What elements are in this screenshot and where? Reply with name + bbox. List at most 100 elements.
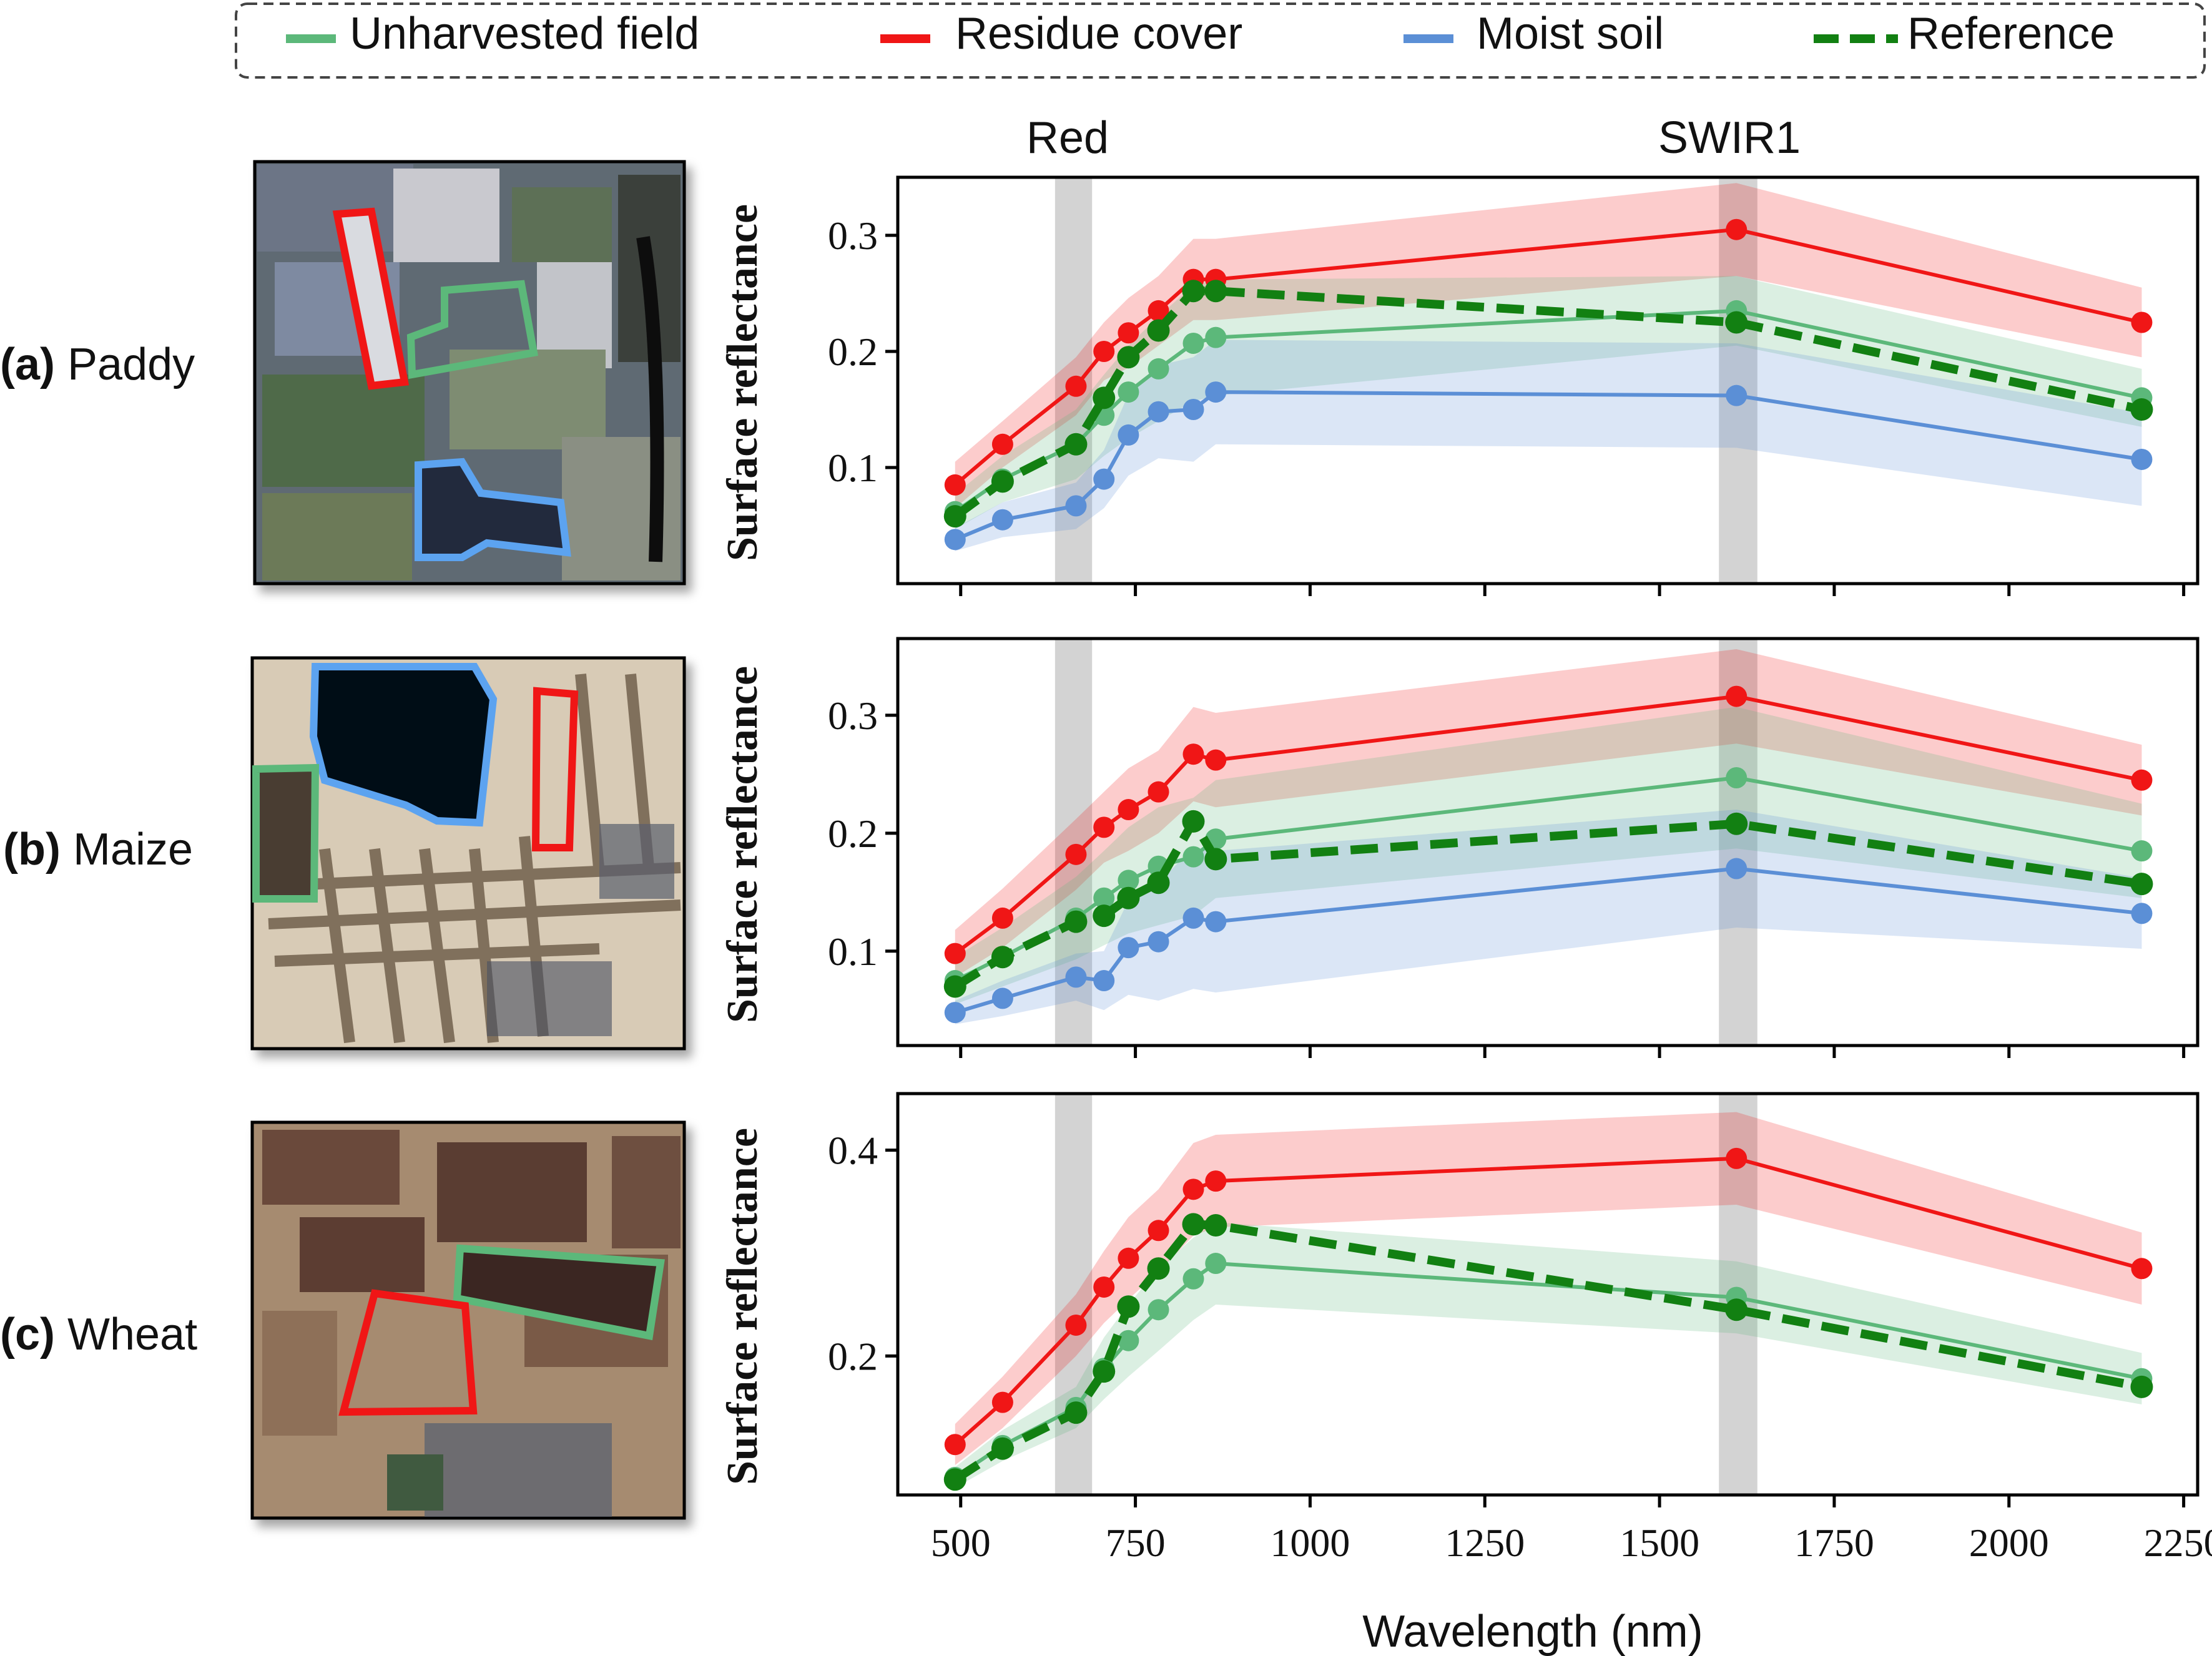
series-line-residue-cover-wheat — [953, 1156, 2143, 1446]
data-point-residue-cover-wheat — [1148, 1220, 1169, 1242]
data-point-unharvested-field-paddy — [1205, 326, 1227, 348]
x-tick-label: 1000 — [1270, 1521, 1350, 1565]
data-point-reference-maize — [1204, 848, 1227, 871]
svg-text:(c)Wheat: (c) Wheat — [0, 1310, 197, 1360]
data-point-moist-soil-maize — [1065, 966, 1087, 988]
data-point-reference-maize — [943, 975, 966, 998]
y-tick-label-paddy: 0.2 — [828, 330, 878, 374]
y-tick-label-maize: 0.1 — [828, 929, 878, 974]
data-point-moist-soil-maize — [1205, 911, 1227, 933]
data-point-moist-soil-maize — [2131, 903, 2153, 924]
plot-panel-maize: 0.1 0.2 0.3 — [828, 637, 2200, 1058]
panel-letter-c: (c) — [0, 1310, 55, 1360]
panel-letter-a: (a) — [0, 340, 55, 390]
data-point-residue-cover-paddy — [1148, 300, 1169, 321]
series-line-reference-paddy — [952, 287, 2143, 520]
x-tick-label: 1250 — [1445, 1521, 1525, 1565]
data-point-reference-wheat — [943, 1468, 966, 1491]
uncertainty-band-unharvested-field-maize — [955, 707, 2142, 1004]
data-point-reference-maize — [1147, 871, 1170, 894]
x-tick-label: 1500 — [1620, 1521, 1699, 1565]
data-point-reference-paddy — [1725, 311, 1748, 334]
data-point-unharvested-field-wheat — [1148, 1299, 1169, 1321]
series-line-residue-cover-maize — [953, 694, 2143, 955]
data-point-reference-maize — [1117, 886, 1140, 909]
x-axis: 500 750 1000 1250 1500 1750 2000 2250 — [931, 1521, 2212, 1565]
plot-panel-wheat: 0.2 0.4 — [828, 1092, 2200, 1507]
legend-label-residue: Residue cover — [955, 9, 1242, 59]
data-point-unharvested-field-maize — [1093, 887, 1115, 909]
data-point-moist-soil-paddy — [1205, 381, 1227, 403]
band-label-swir1: SWIR1 — [1658, 113, 1801, 163]
roi-residue-maize — [531, 687, 579, 851]
data-point-moist-soil-paddy — [991, 509, 1013, 531]
legend: Unharvested field Residue cover Moist so… — [235, 2, 2206, 79]
data-point-reference-wheat — [1064, 1401, 1088, 1424]
roi-residue-wheat — [338, 1289, 478, 1416]
data-point-moist-soil-paddy — [1182, 399, 1204, 420]
panel-name-b: Maize — [73, 825, 193, 875]
data-point-reference-paddy — [943, 505, 966, 528]
data-point-moist-soil-maize — [1726, 858, 1747, 879]
data-point-residue-cover-maize — [1148, 781, 1169, 803]
y-tick-label-maize: 0.3 — [828, 693, 878, 738]
uncertainty-band-residue-cover-maize — [955, 649, 2142, 977]
data-point-residue-cover-paddy — [991, 433, 1013, 455]
plot-frame-paddy — [896, 175, 2200, 585]
plot-frame-wheat — [896, 1092, 2200, 1497]
data-point-residue-cover-wheat — [944, 1434, 966, 1456]
data-point-residue-cover-wheat — [1205, 1170, 1227, 1192]
data-point-moist-soil-maize — [1118, 937, 1139, 959]
panel-name-a: Paddy — [67, 340, 195, 390]
data-point-moist-soil-maize — [991, 987, 1013, 1009]
legend-frame — [235, 2, 2206, 79]
x-axis-label: Wavelength (nm) — [1362, 1607, 1703, 1656]
data-point-residue-cover-maize — [944, 943, 966, 964]
data-point-moist-soil-maize — [1093, 970, 1115, 992]
uncertainty-band-unharvested-field-paddy — [955, 276, 2142, 529]
data-point-residue-cover-paddy — [1065, 375, 1087, 397]
data-point-reference-paddy — [1147, 319, 1170, 342]
data-point-moist-soil-paddy — [2131, 448, 2153, 470]
data-point-reference-paddy — [1064, 433, 1088, 456]
y-tick-label-paddy: 0.3 — [828, 213, 878, 258]
data-point-reference-maize — [1064, 910, 1088, 933]
x-tick-label: 1750 — [1794, 1521, 1874, 1565]
data-point-residue-cover-maize — [2131, 769, 2153, 791]
plot-panel-paddy: 0.1 0.2 0.3 — [828, 175, 2200, 596]
data-point-reference-wheat — [1147, 1257, 1170, 1280]
data-point-unharvested-field-paddy — [1118, 381, 1139, 403]
data-point-unharvested-field-maize — [1118, 870, 1139, 891]
uncertainty-band-moist-soil-maize — [955, 810, 2142, 1024]
y-axis-label-b: Surface reflectance — [719, 666, 767, 1023]
data-point-unharvested-field-maize — [1726, 767, 1747, 789]
data-point-residue-cover-wheat — [2131, 1258, 2153, 1280]
data-point-residue-cover-maize — [1205, 749, 1227, 771]
legend-label-unharvested: Unharvested field — [350, 9, 699, 59]
y-tick-label-paddy: 0.1 — [828, 446, 878, 490]
data-point-residue-cover-wheat — [1118, 1247, 1139, 1269]
plot-frame-maize — [896, 637, 2200, 1047]
data-point-reference-wheat — [1117, 1295, 1140, 1318]
data-point-unharvested-field-wheat — [1182, 1268, 1204, 1290]
y-axis-label-a: Surface reflectance — [719, 204, 767, 561]
band-shade-swir1-paddy — [1719, 177, 1757, 584]
roi-residue-paddy — [332, 207, 410, 390]
data-point-residue-cover-maize — [991, 907, 1013, 929]
data-point-reference-wheat — [1725, 1298, 1748, 1321]
y-tick-label-wheat: 0.4 — [828, 1129, 878, 1173]
data-point-reference-paddy — [2130, 398, 2153, 421]
data-point-reference-wheat — [1204, 1214, 1227, 1237]
data-point-reference-maize — [1725, 812, 1748, 835]
data-point-reference-maize — [1182, 810, 1205, 833]
data-point-reference-paddy — [1093, 386, 1116, 409]
data-point-residue-cover-maize — [1065, 843, 1087, 865]
series-line-moist-soil-paddy — [954, 390, 2142, 542]
data-point-residue-cover-wheat — [1726, 1147, 1747, 1169]
data-point-reference-paddy — [1117, 346, 1140, 369]
data-point-residue-cover-maize — [1118, 799, 1139, 821]
series-line-reference-wheat — [952, 1220, 2143, 1484]
roi-unharvested-wheat — [453, 1244, 665, 1341]
roi-moist-paddy — [415, 458, 571, 561]
